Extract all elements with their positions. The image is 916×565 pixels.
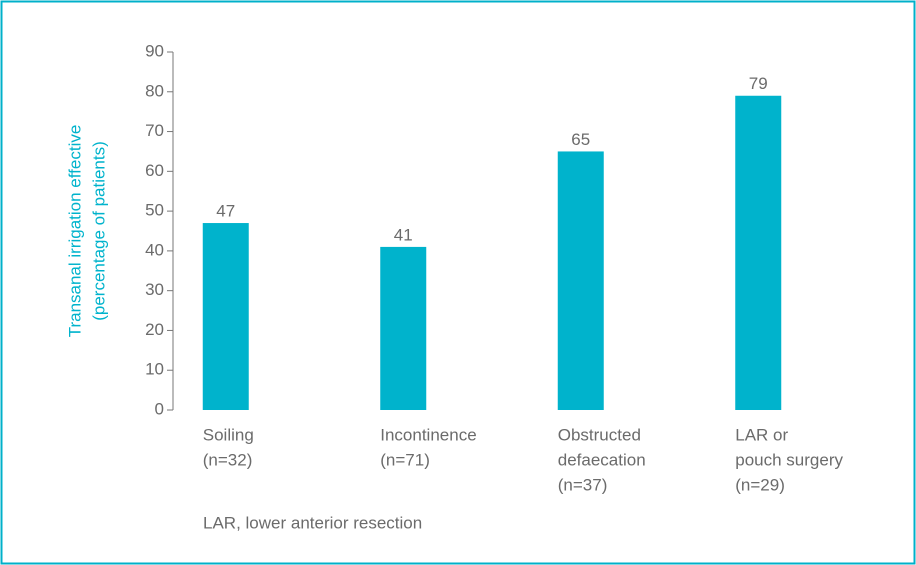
x-tick-label: Soiling [203,425,254,444]
y-axis-label: Transanal irrigation effective (percentag… [65,125,108,338]
x-tick-label: Obstructed [558,425,641,444]
y-tick-label: 20 [145,320,164,339]
y-axis-label-line: (percentage of patients) [89,141,108,321]
y-axis-label-line: Transanal irrigation effective [65,125,84,338]
x-tick-label: LAR or [735,425,788,444]
y-tick-label: 90 [145,41,164,60]
y-tick-label: 40 [145,240,164,259]
x-tick-label: defaecation [558,450,646,469]
x-tick-label: (n=37) [558,475,608,494]
x-tick-label: (n=32) [203,450,253,469]
y-tick-label: 30 [145,280,164,299]
y-tick-label: 0 [155,399,164,418]
x-tick-label: Incontinence [380,425,476,444]
bar [735,95,782,410]
y-tick-label: 70 [145,121,164,140]
value-label: 65 [571,130,590,149]
x-tick-label: (n=71) [380,450,430,469]
bar [557,151,604,410]
footnote: LAR, lower anterior resection [203,513,422,532]
value-label: 79 [749,74,768,93]
x-tick-label: (n=29) [735,475,785,494]
x-tick-label: pouch surgery [735,450,843,469]
bar [380,246,427,410]
bar [202,223,249,410]
value-label: 41 [394,225,413,244]
y-tick-label: 50 [145,201,164,220]
y-tick-label: 10 [145,360,164,379]
y-tick-label: 60 [145,161,164,180]
y-tick-label: 80 [145,81,164,100]
value-label: 47 [216,202,235,221]
